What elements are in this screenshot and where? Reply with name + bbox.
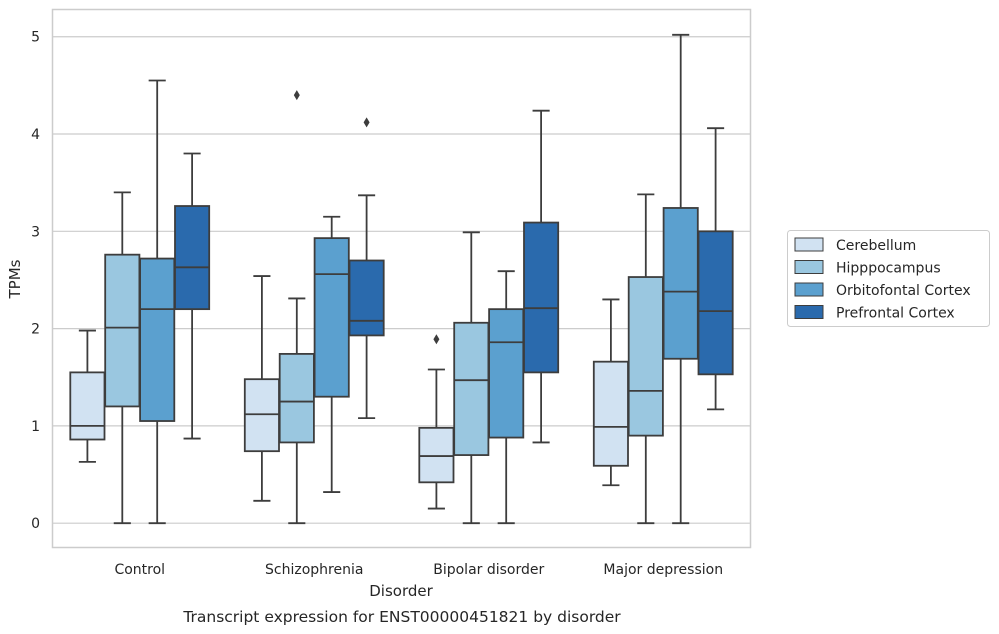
box-0-1 [104,191,141,525]
outlier-point [363,117,370,128]
box-2-0 [418,334,455,510]
box-1-0 [243,275,280,502]
box-body [627,276,664,437]
x-tick-label: Major depression [603,562,723,578]
box-3-2 [662,33,699,525]
legend-entry: Orbitofontal Cortex [836,283,971,299]
box-2-3 [523,109,560,444]
box-3-1 [627,193,664,525]
box-body [104,253,141,408]
legend-swatch [794,237,824,252]
box-body [488,308,525,439]
box-0-2 [139,79,176,525]
y-tick-label: 4 [31,127,40,143]
box-3-3 [697,127,734,411]
outlier-point [433,334,440,345]
chart-caption: Transcript expression for ENST0000045182… [182,608,621,626]
y-tick-label: 5 [31,30,40,46]
box-body [523,221,560,374]
legend-swatch [794,260,824,274]
legend-entry: Prefrontal Cortex [836,306,955,322]
box-body [313,237,350,398]
boxes [69,33,734,525]
box-body [243,378,280,453]
box-body [592,360,629,467]
y-tick-label: 1 [31,419,40,435]
box-body [418,426,455,484]
box-0-3 [174,152,211,440]
box-2-1 [453,231,490,525]
y-tick-label: 3 [31,224,40,240]
y-axis-ticks: 0 1 2 3 4 5 [31,30,40,532]
box-2-2 [488,270,525,525]
box-body [348,259,385,337]
box-body [139,257,176,422]
box-0-0 [69,329,106,463]
box-1-2 [313,215,350,493]
box-body [174,205,211,311]
legend-frame [787,230,990,327]
x-tick-label: Schizophrenia [265,562,363,578]
x-axis-label: Disorder [369,582,433,600]
legend-entry: Cerebellum [836,238,916,254]
box-1-3 [348,117,385,420]
legend-entry: Hipppocampus [836,261,941,277]
legend: Cerebellum Hipppocampus Orbitofontal Corte… [787,230,990,327]
box-1-1 [278,90,315,525]
x-tick-label: Bipolar disorder [433,562,544,578]
y-tick-label: 2 [31,322,40,338]
outlier-point [293,90,300,101]
box-body [662,207,699,360]
x-axis-ticks: Control Schizophrenia Bipolar disorder Majo… [114,562,723,578]
y-tick-label: 0 [31,516,40,532]
y-axis-label: TPMs [6,259,24,299]
box-body [453,321,490,456]
legend-swatch [794,282,824,297]
box-body [278,352,315,444]
box-3-0 [592,298,629,487]
box-body [697,230,734,376]
legend-swatch [794,305,824,319]
box-body [69,371,106,441]
x-tick-label: Control [114,562,165,578]
